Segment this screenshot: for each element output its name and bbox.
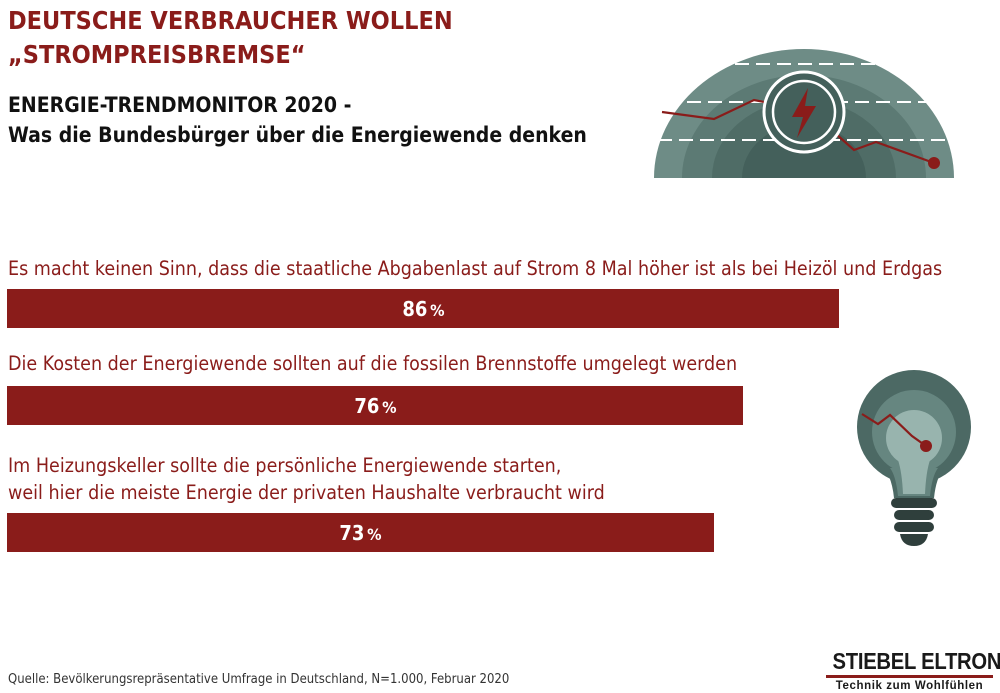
question-3-label: Im Heizungskeller sollte die persönliche… bbox=[8, 452, 605, 506]
brand-tagline: Technik zum Wohlfühlen bbox=[835, 680, 984, 692]
tick-label: Die Kosten der Energiewende sollten auf … bbox=[8, 352, 738, 375]
headline-line-1: DEUTSCHE VERBRAUCHER WOLLEN bbox=[8, 6, 453, 35]
data-label: 76% bbox=[353, 393, 397, 418]
headline-line-2: „STROMPREISBREMSE“ bbox=[8, 40, 306, 69]
tick-label: Im Heizungskeller sollte die persönliche… bbox=[8, 454, 562, 477]
source-note: Quelle: Bevölkerungsrepräsentative Umfra… bbox=[8, 672, 510, 687]
data-label: 73% bbox=[339, 520, 382, 545]
bar: 73% bbox=[7, 513, 714, 552]
subtitle: ENERGIE-TRENDMONITOR 2020 - Was die Bund… bbox=[8, 90, 587, 150]
brand-logo: STIEBEL ELTRON Technik zum Wohlfühlen bbox=[822, 648, 1000, 692]
tick-label: weil hier die meiste Energie der private… bbox=[8, 481, 605, 504]
brand-name: STIEBEL ELTRON bbox=[832, 648, 1000, 674]
bar: 76% bbox=[7, 386, 743, 425]
question-1-label: Es macht keinen Sinn, dass die staatlich… bbox=[8, 255, 942, 282]
brand-divider bbox=[826, 675, 993, 678]
headline: DEUTSCHE VERBRAUCHER WOLLEN „STROMPREISB… bbox=[8, 4, 453, 72]
light-bulb-icon bbox=[857, 370, 971, 546]
subtitle-line-1: ENERGIE-TRENDMONITOR 2020 - bbox=[8, 93, 352, 117]
lightning-icon bbox=[792, 88, 816, 138]
gauge-icon bbox=[654, 49, 954, 178]
question-2-label: Die Kosten der Energiewende sollten auf … bbox=[8, 350, 737, 377]
data-label: 86% bbox=[401, 296, 445, 321]
tick-label: Es macht keinen Sinn, dass die staatlich… bbox=[8, 257, 943, 280]
subtitle-line-2: Was die Bundesbürger über die Energiewen… bbox=[8, 123, 587, 147]
bar: 86% bbox=[7, 289, 839, 328]
